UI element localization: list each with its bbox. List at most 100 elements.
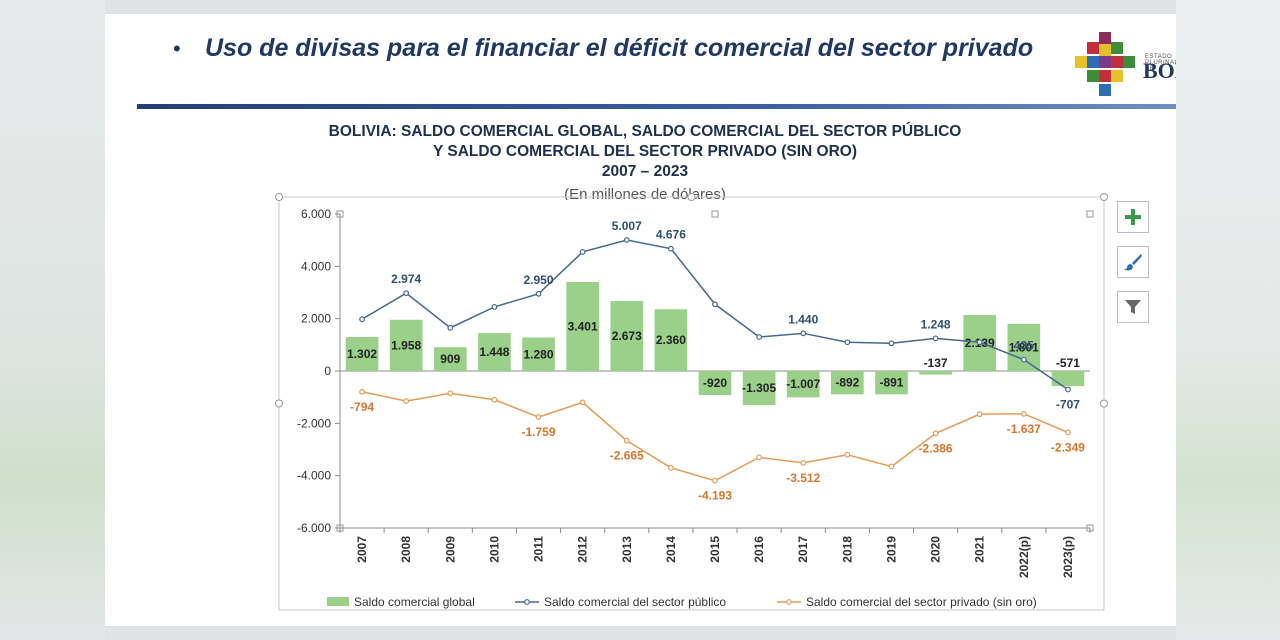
y-tick-label: -4.000 bbox=[297, 469, 331, 483]
line-data-label: 1.248 bbox=[921, 317, 951, 331]
series-line bbox=[361, 391, 1069, 482]
series-point bbox=[359, 316, 365, 323]
bar-data-label: -892 bbox=[835, 376, 859, 390]
series-point bbox=[712, 301, 718, 308]
x-tick-label: 2010 bbox=[487, 536, 501, 563]
series-point bbox=[403, 290, 410, 297]
bar bbox=[786, 371, 820, 398]
x-tick-label: 2007 bbox=[355, 536, 369, 563]
series-point bbox=[976, 411, 983, 418]
line-data-label: -2.349 bbox=[1051, 440, 1085, 454]
bar bbox=[831, 371, 864, 395]
line-data-label: -4.193 bbox=[698, 489, 732, 503]
x-tick-label: 2018 bbox=[840, 536, 854, 563]
bar bbox=[345, 336, 379, 371]
series-point bbox=[932, 335, 939, 342]
line-data-label: 5.007 bbox=[612, 219, 642, 233]
series-point bbox=[447, 390, 454, 397]
line-data-label: -2.386 bbox=[919, 441, 953, 455]
bar-data-label: 2.360 bbox=[656, 333, 686, 347]
bar bbox=[433, 347, 467, 371]
y-tick-label: 2.000 bbox=[301, 312, 331, 326]
line-data-label: -3.512 bbox=[786, 471, 820, 485]
background-left bbox=[0, 0, 105, 640]
chart-title-line-1: BOLIVIA: SALDO COMERCIAL GLOBAL, SALDO C… bbox=[328, 123, 962, 140]
series-point bbox=[844, 339, 851, 346]
series-point bbox=[712, 477, 718, 484]
chart-title-line-2: Y SALDO COMERCIAL DEL SECTOR PRIVADO (SI… bbox=[433, 143, 857, 160]
frame-handle bbox=[687, 193, 696, 201]
x-tick-label: 2019 bbox=[884, 536, 898, 563]
series-point bbox=[535, 414, 542, 420]
legend-swatch-marker bbox=[786, 599, 792, 605]
bar-data-label: -137 bbox=[924, 356, 948, 370]
series-point bbox=[888, 340, 895, 347]
chart-styles-button[interactable] bbox=[1117, 246, 1149, 278]
background-right bbox=[1176, 0, 1280, 640]
plus-icon bbox=[1125, 209, 1141, 225]
x-tick-label: 2016 bbox=[752, 536, 766, 563]
bar-data-label: -1.007 bbox=[786, 377, 820, 391]
bar bbox=[566, 282, 599, 371]
series-point bbox=[1020, 410, 1027, 417]
plot-handle bbox=[1086, 210, 1094, 218]
bar-data-label: 3.401 bbox=[568, 320, 598, 334]
y-tick-label: -6.000 bbox=[297, 521, 331, 535]
line-data-label: 4.676 bbox=[656, 228, 686, 242]
y-tick-label: 0 bbox=[324, 364, 331, 378]
bar-data-label: -571 bbox=[1056, 356, 1080, 370]
x-tick-label: 2015 bbox=[708, 536, 722, 563]
x-tick-label: 2022(p) bbox=[1017, 536, 1031, 578]
logo-caption: ESTADO PLURINACIONAL DE bbox=[1145, 54, 1176, 72]
slide: • Uso de divisas para el financiar el dé… bbox=[105, 14, 1176, 626]
line-data-label: -1.759 bbox=[522, 425, 556, 439]
series-point bbox=[1065, 386, 1071, 393]
series-line bbox=[361, 239, 1069, 391]
y-tick-label: 6.000 bbox=[301, 207, 331, 221]
bar-data-label: -920 bbox=[703, 376, 727, 390]
series-point bbox=[888, 463, 895, 470]
line-data-label: -707 bbox=[1056, 397, 1080, 411]
x-tick-label: 2008 bbox=[399, 536, 413, 563]
frame-handle bbox=[1100, 193, 1108, 201]
brush-icon bbox=[1124, 254, 1142, 271]
slide-header bbox=[105, 14, 1176, 106]
plot-handle bbox=[711, 210, 719, 218]
x-tick-label: 2021 bbox=[973, 536, 987, 563]
bar bbox=[875, 371, 908, 395]
legend-label: Saldo comercial del sector privado (sin … bbox=[806, 595, 1037, 609]
chart[interactable]: 6.000 4.000 2.000 0 -2.000 -4.000 -6.000 2007 20… bbox=[105, 14, 1176, 626]
legend-label: Saldo comercial global bbox=[354, 595, 475, 609]
chart-title-line-3: 2007 – 2023 bbox=[601, 163, 689, 180]
chart-filters-button[interactable] bbox=[1117, 291, 1149, 323]
y-tick-label: -2.000 bbox=[297, 416, 331, 430]
line-data-label: 435 bbox=[1014, 339, 1034, 353]
series-point bbox=[756, 334, 763, 340]
series-point bbox=[756, 454, 763, 461]
chart-elements-button[interactable] bbox=[1117, 201, 1149, 233]
series-point bbox=[932, 430, 939, 437]
x-tick-label: 2009 bbox=[443, 536, 457, 563]
series-point bbox=[800, 459, 807, 466]
bar bbox=[478, 333, 511, 371]
series-point bbox=[579, 399, 586, 406]
line-data-label: -2.665 bbox=[610, 449, 644, 463]
bar-data-label: 1.302 bbox=[347, 347, 377, 361]
bar-data-label: 1.801 bbox=[1009, 340, 1039, 354]
x-tick-label: 2013 bbox=[620, 536, 634, 563]
bar-data-label: 909 bbox=[440, 352, 460, 366]
bar-data-label: 1.280 bbox=[524, 347, 554, 361]
y-tick-label: 4.000 bbox=[301, 259, 331, 273]
series-point bbox=[667, 464, 674, 471]
series-point bbox=[535, 290, 542, 297]
filter-icon bbox=[1125, 300, 1141, 314]
bar-data-label: -891 bbox=[879, 376, 903, 390]
bar bbox=[919, 371, 952, 375]
line-data-label: 2.950 bbox=[524, 273, 554, 287]
bar-data-label: 1.958 bbox=[391, 338, 421, 352]
series-point bbox=[491, 303, 498, 310]
bar bbox=[389, 319, 423, 371]
frame-handle bbox=[275, 399, 283, 408]
bar-data-label: -1.305 bbox=[742, 381, 776, 395]
x-tick-label: 2023(p) bbox=[1061, 536, 1075, 578]
